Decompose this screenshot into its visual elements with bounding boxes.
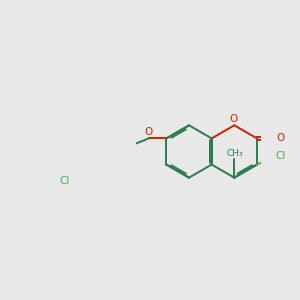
Text: Cl: Cl: [59, 176, 69, 185]
Text: O: O: [144, 127, 152, 137]
Text: CH₃: CH₃: [226, 148, 243, 158]
Text: Cl: Cl: [275, 151, 286, 161]
Text: O: O: [230, 114, 238, 124]
Text: O: O: [277, 134, 285, 143]
